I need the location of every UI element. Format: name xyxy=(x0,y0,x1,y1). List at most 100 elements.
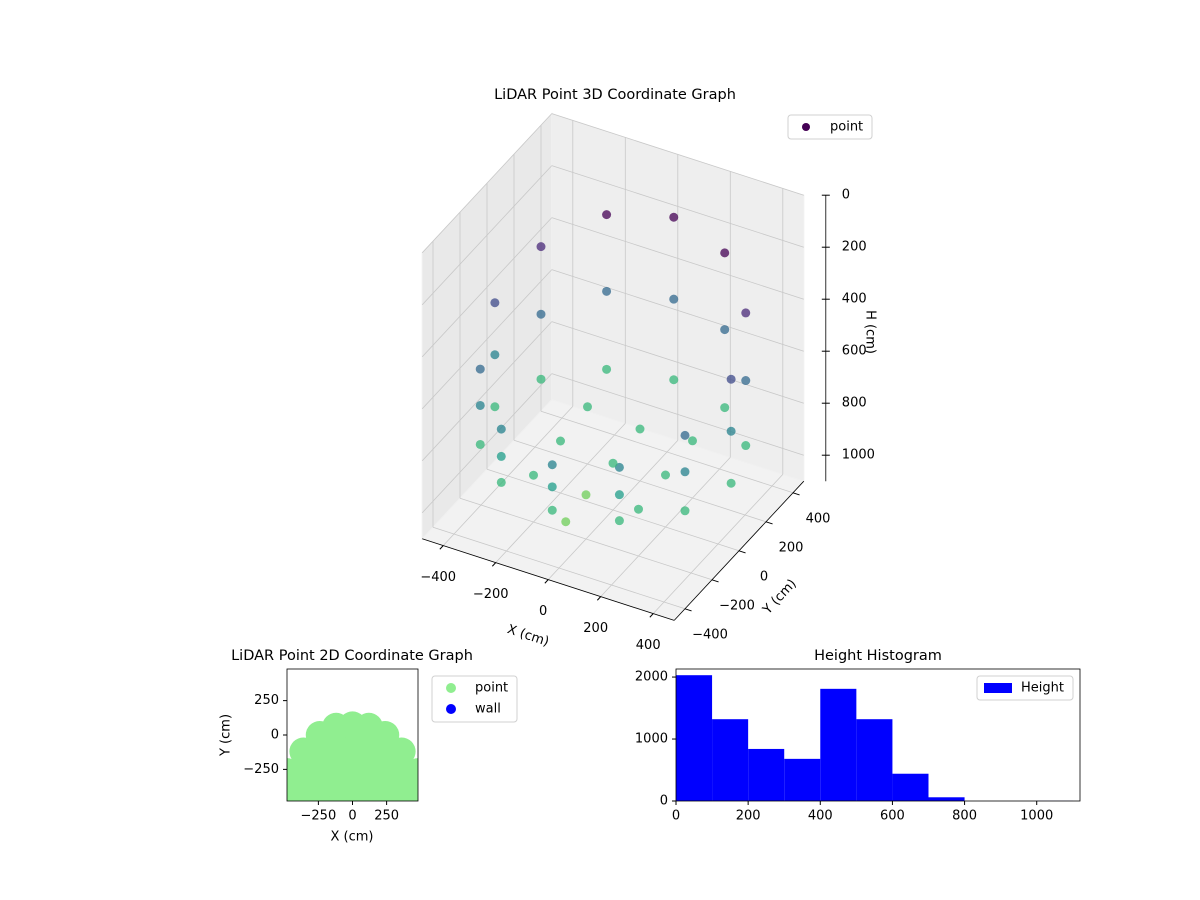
y-tick-label: 2000 xyxy=(635,670,668,685)
point xyxy=(726,374,736,384)
grid-line xyxy=(421,321,553,462)
legend-label: point xyxy=(830,120,863,135)
point xyxy=(680,430,690,440)
bar xyxy=(892,773,929,801)
y-tick-label: 0 xyxy=(271,728,279,743)
grid-line xyxy=(540,410,794,494)
point xyxy=(741,308,751,318)
x-tick-label: 800 xyxy=(952,809,977,824)
point xyxy=(547,460,557,470)
grid-line xyxy=(513,439,767,523)
plot-area xyxy=(676,675,1073,801)
x-tick-label: 400 xyxy=(808,809,833,824)
legend-box xyxy=(976,675,1074,701)
z-tick-label: 400 xyxy=(842,292,867,307)
bar xyxy=(784,758,821,801)
point xyxy=(496,424,506,434)
bar xyxy=(748,748,785,801)
bar xyxy=(928,797,965,801)
y-tick-label: 1000 xyxy=(635,732,668,747)
z-tick-label: 1000 xyxy=(842,448,875,463)
point xyxy=(688,436,697,446)
y-tick-label: −200 xyxy=(719,598,755,613)
x-tick-label: −200 xyxy=(473,587,509,602)
point xyxy=(602,286,612,296)
point xyxy=(490,350,500,360)
y-tick-label: 400 xyxy=(806,511,831,526)
x-tick-label: −250 xyxy=(301,809,337,824)
grid-line xyxy=(486,468,740,552)
grid-line xyxy=(421,165,553,306)
grid-line xyxy=(551,113,804,196)
point xyxy=(741,376,751,386)
y-tick-label: 200 xyxy=(779,540,804,555)
point xyxy=(608,458,618,468)
point xyxy=(726,478,736,488)
x-tick-label: 0 xyxy=(672,809,680,824)
point xyxy=(496,477,506,487)
chart-title: Height Histogram xyxy=(814,648,942,664)
y-tick xyxy=(684,608,692,612)
z-axis-label: H (cm) xyxy=(863,310,878,354)
point xyxy=(720,325,730,335)
point xyxy=(614,490,624,500)
grid-line xyxy=(551,321,804,404)
x-tick-label: 200 xyxy=(583,621,608,636)
point xyxy=(581,490,591,500)
x-tick-label: 600 xyxy=(880,809,905,824)
y-tick-label: 0 xyxy=(760,569,768,584)
x-tick xyxy=(649,613,654,618)
legend-label: wall xyxy=(475,702,501,717)
point xyxy=(536,242,546,252)
plot-area xyxy=(287,711,418,801)
bar xyxy=(820,688,857,801)
x-axis-label: X (cm) xyxy=(331,830,374,845)
point xyxy=(404,758,418,787)
z-tick-label: 200 xyxy=(842,240,867,255)
point xyxy=(602,364,612,374)
axis-line xyxy=(673,480,805,621)
bar xyxy=(676,675,713,801)
point xyxy=(561,517,571,527)
grid-line xyxy=(551,165,804,248)
point xyxy=(669,294,679,304)
point xyxy=(490,298,500,308)
x-tick-label: 0 xyxy=(348,809,356,824)
point xyxy=(634,504,643,514)
legend-marker xyxy=(802,123,810,131)
z-tick-label: 600 xyxy=(842,344,867,359)
legend-label: point xyxy=(475,681,508,696)
x-tick-label: 400 xyxy=(636,638,661,653)
point xyxy=(669,212,679,222)
x-tick xyxy=(491,562,497,567)
point xyxy=(602,210,612,220)
point xyxy=(547,505,557,515)
grid-line xyxy=(421,373,553,514)
x-tick xyxy=(596,596,602,601)
point xyxy=(529,470,538,480)
x-tick xyxy=(439,545,444,550)
axis-line xyxy=(422,538,675,621)
point xyxy=(583,402,592,412)
y-tick-label: −250 xyxy=(243,762,279,777)
point xyxy=(720,403,730,413)
x-tick-label: −400 xyxy=(420,570,456,585)
grid-line xyxy=(432,526,686,610)
x-tick-label: 250 xyxy=(374,809,399,824)
bar xyxy=(856,719,893,801)
grid-line xyxy=(421,113,553,254)
y-tick xyxy=(738,550,746,554)
grid-line xyxy=(459,497,713,581)
legend-patch xyxy=(984,683,1012,693)
y-tick-label: −400 xyxy=(692,627,728,642)
legend-marker xyxy=(446,704,456,714)
y-axis-label: Y (cm) xyxy=(219,714,234,757)
chart-title: LiDAR Point 2D Coordinate Graph xyxy=(231,648,473,664)
point xyxy=(387,737,416,766)
x-tick-label: 1000 xyxy=(1020,809,1053,824)
point xyxy=(661,470,670,480)
x-tick-label: 200 xyxy=(736,809,761,824)
legend-marker xyxy=(446,683,456,693)
grid-line xyxy=(551,269,804,352)
